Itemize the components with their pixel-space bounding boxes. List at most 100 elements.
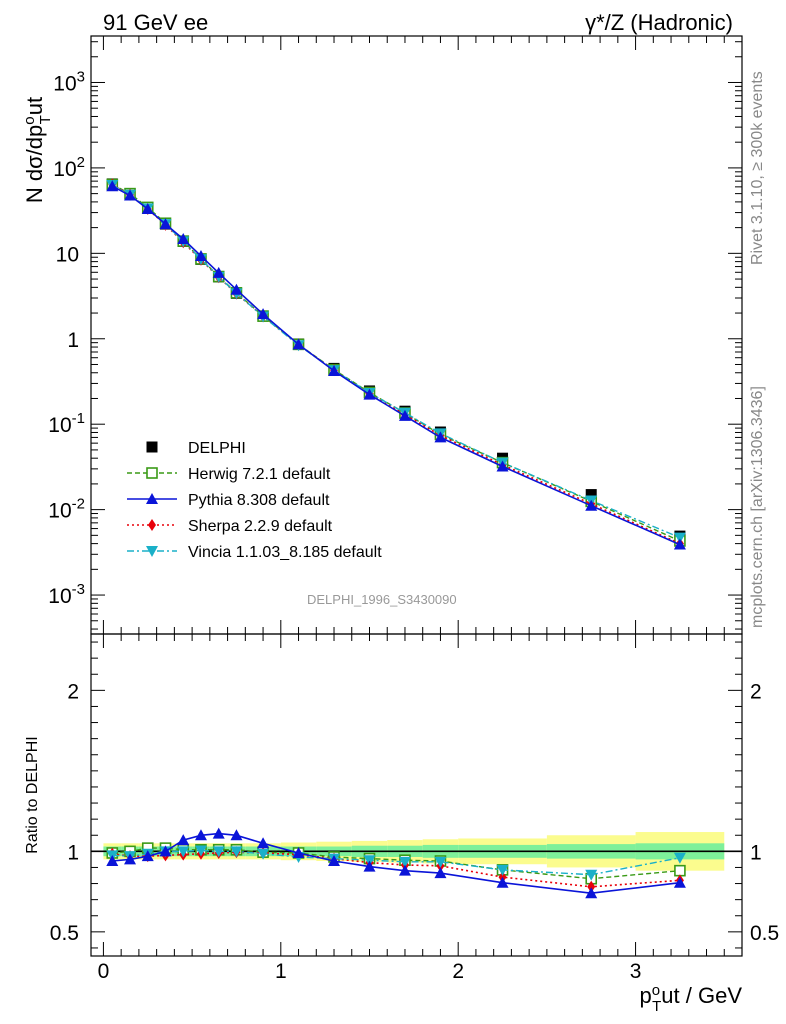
ratio-point-vincia xyxy=(398,856,411,868)
ratio-ylabel: Ratio to DELPHI xyxy=(24,736,41,853)
ratio-point-pythia xyxy=(257,837,270,849)
ratio-point-vincia xyxy=(230,846,243,858)
ratio-point-vincia xyxy=(257,848,270,860)
ratio-ytick-label-right: 2 xyxy=(750,680,762,703)
legend-entry-pythia: Pythia 8.308 default xyxy=(127,492,330,509)
ratio-point-pythia xyxy=(212,827,225,839)
ratio-ytick-label: 1 xyxy=(67,841,79,864)
main-point-pythia xyxy=(673,538,686,550)
ratio-xtick-label: 3 xyxy=(630,960,642,983)
ratio-ytick-label: 2 xyxy=(67,680,79,703)
main-point-pythia xyxy=(398,409,411,421)
main-point-pythia xyxy=(328,364,341,376)
legend-marker-herwig xyxy=(146,467,158,479)
main-ylabel-sup: o xyxy=(21,116,38,124)
main-point-pythia xyxy=(496,460,509,472)
legend-marker-sherpa xyxy=(148,519,156,531)
main-ytick-label: 102 xyxy=(53,154,85,181)
ratio-series-pythia xyxy=(106,827,686,899)
main-ytick-label: 10-1 xyxy=(48,410,85,437)
ratio-point-pythia xyxy=(292,846,305,858)
ratio-ytick-label-right: 0.5 xyxy=(750,922,779,945)
ratio-point-vincia xyxy=(496,864,509,876)
ratio-point-pythia xyxy=(194,829,207,841)
header-right-label: γ*/Z (Hadronic) xyxy=(585,10,733,35)
main-point-pythia xyxy=(257,308,270,320)
main-ytick-label: 10-2 xyxy=(48,496,85,523)
ratio-point-vincia xyxy=(194,845,207,857)
main-ytick-label: 103 xyxy=(53,68,85,95)
ratio-point-pythia xyxy=(434,867,447,879)
ratio-point-vincia xyxy=(585,869,598,881)
legend-entry-herwig: Herwig 7.2.1 default xyxy=(127,466,331,483)
ratio-xlabel-p: p xyxy=(640,983,652,1008)
rivet-side-label: Rivet 3.1.10, ≥ 300k events xyxy=(749,71,766,265)
main-point-pythia xyxy=(159,218,172,230)
ratio-xlabel-sup: o xyxy=(652,982,660,999)
analysis-watermark: DELPHI_1996_S3430090 xyxy=(307,592,457,607)
ratio-xlabel-rest: ut / GeV xyxy=(661,983,742,1008)
ratio-point-pythia xyxy=(328,855,341,867)
main-point-pythia xyxy=(177,233,190,245)
main-ylabel-rest: ut xyxy=(22,97,47,115)
ratio-xtick-label: 0 xyxy=(98,960,110,983)
ratio-xtick-label: 1 xyxy=(275,960,287,983)
ratio-point-pythia xyxy=(124,853,137,865)
main-ytick-label: 10-3 xyxy=(48,581,85,608)
ratio-panel: 0.5 0.5 1 1 2 2 0 1 2 3 xyxy=(50,633,779,983)
legend-entry-vincia: Vincia 1.1.03_8.185 default xyxy=(127,544,382,561)
legend-marker-vincia xyxy=(146,546,158,557)
main-ylabel-sub: T xyxy=(37,115,54,124)
legend-entry-sherpa: Sherpa 2.2.9 default xyxy=(127,518,333,535)
ratio-point-vincia xyxy=(212,846,225,858)
legend-marker-pythia xyxy=(146,493,158,504)
ratio-xlabel-sub: T xyxy=(652,998,661,1015)
main-ylabel: N dσ/dpoTut xyxy=(21,97,54,203)
main-series-pythia xyxy=(106,180,686,550)
ratio-point-vincia xyxy=(434,856,447,868)
ratio-point-vincia xyxy=(673,852,686,864)
header-left-label: 91 GeV ee xyxy=(103,10,208,35)
legend-label-herwig: Herwig 7.2.1 default xyxy=(188,466,331,483)
main-point-pythia xyxy=(585,499,598,511)
ratio-point-herwig xyxy=(674,864,686,877)
main-point-pythia xyxy=(194,250,207,262)
legend-label-vincia: Vincia 1.1.03_8.185 default xyxy=(188,544,382,561)
ratio-point-pythia xyxy=(230,829,243,841)
ratio-ytick-label-right: 1 xyxy=(750,841,762,864)
main-point-pythia xyxy=(141,203,154,215)
main-point-pythia xyxy=(106,180,119,192)
main-point-pythia xyxy=(124,189,137,201)
legend-marker-data xyxy=(146,441,158,453)
main-ytick-label: 10 xyxy=(56,243,79,266)
legend-label-sherpa: Sherpa 2.2.9 default xyxy=(188,518,333,535)
main-point-data xyxy=(585,489,597,501)
ratio-ytick-label: 0.5 xyxy=(50,922,79,945)
ratio-xtick-label: 2 xyxy=(452,960,464,983)
main-point-pythia xyxy=(363,388,376,400)
legend-label-data: DELPHI xyxy=(188,440,246,457)
main-ylabel-main: N dσ/dp xyxy=(22,125,47,203)
ratio-xlabel: po Tut / GeV xyxy=(640,982,743,1015)
main-ytick-label: 1 xyxy=(67,329,79,352)
legend: DELPHI Herwig 7.2.1 default Pythia 8.308 d… xyxy=(127,440,382,561)
mcplots-side-label: mcplots.cern.ch [arXiv:1306.3436] xyxy=(749,386,766,628)
ratio-point-pythia xyxy=(159,845,172,857)
ratio-point-pythia xyxy=(398,864,411,876)
legend-label-pythia: Pythia 8.308 default xyxy=(188,492,330,509)
ratio-point-pythia xyxy=(585,887,598,899)
ratio-point-sherpa xyxy=(587,880,596,893)
ratio-panel-frame xyxy=(90,633,743,957)
ratio-point-pythia xyxy=(177,834,190,846)
main-point-pythia xyxy=(230,283,243,295)
main-point-vincia xyxy=(673,532,686,544)
ratio-point-pythia xyxy=(496,876,509,888)
ratio-point-vincia xyxy=(177,846,190,858)
ratio-point-pythia xyxy=(673,876,686,888)
main-point-pythia xyxy=(434,431,447,443)
legend-entry-data: DELPHI xyxy=(146,440,246,457)
ratio-point-pythia xyxy=(363,860,376,872)
ratio-point-pythia xyxy=(106,855,119,867)
main-point-pythia xyxy=(292,338,305,350)
